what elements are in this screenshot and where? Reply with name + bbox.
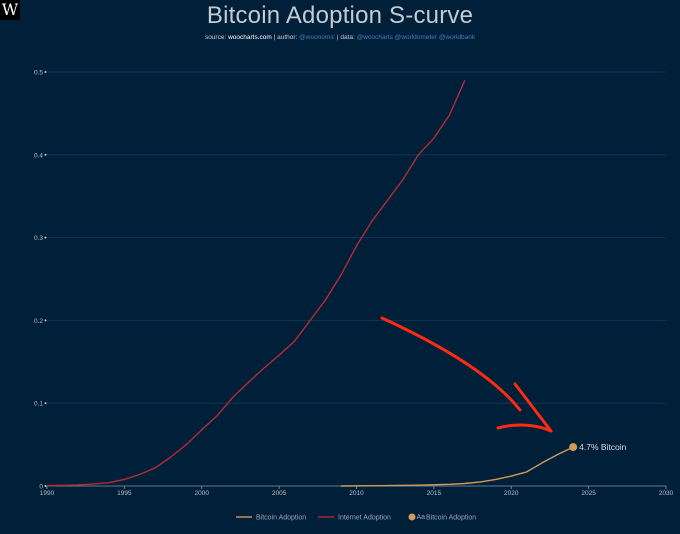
red-arrow-curve (496, 423, 553, 433)
legend-marker-text[interactable]: Aa (417, 514, 426, 521)
x-tick-label: 2030 (659, 490, 674, 497)
x-tick-label: 2015 (427, 490, 442, 497)
x-tick-label: 2025 (581, 490, 596, 497)
legend-label[interactable]: Bitcoin Adoption (256, 515, 306, 522)
y-tick-label: 0.4 (34, 152, 43, 159)
author-label: author: (277, 34, 298, 41)
y-tick-dot (44, 153, 47, 156)
y-tick-label: 0.2 (34, 318, 43, 325)
x-tick-label: 2005 (272, 490, 287, 497)
x-tick-label: 1990 (40, 490, 55, 497)
bitcoin-marker: 4.7% Bitcoin (569, 442, 627, 452)
x-tick-label: 2020 (504, 490, 519, 497)
chart-subtitle: source: woocharts.com | author: @woonomi… (0, 34, 680, 41)
legend-label[interactable]: Bitcoin Adoption (426, 515, 476, 522)
x-axis: 1990 1995 2000 2005 2010 2015 2020 2025 2030 (40, 485, 674, 497)
x-tick-label: 1995 (117, 490, 132, 497)
legend-label[interactable]: Internet Adoption (338, 515, 391, 522)
grid-lines (47, 71, 666, 404)
bitcoin-marker-label: 4.7% Bitcoin (579, 442, 627, 452)
y-tick-label: 0.3 (34, 235, 43, 242)
y-tick-dot (44, 485, 47, 487)
series-line (340, 446, 574, 487)
woocharts-logo: W (0, 0, 20, 20)
bitcoin-marker-dot (569, 443, 578, 452)
series-line (46, 80, 466, 487)
chart-title: Bitcoin Adoption S-curve (206, 2, 474, 29)
data-label: data: (340, 34, 355, 41)
y-tick-dot (44, 319, 47, 322)
y-tick-label: 0.5 (34, 70, 43, 77)
red-arrow-stroke (380, 316, 522, 412)
x-tick-label: 2010 (349, 490, 364, 497)
red-arrow-head (513, 382, 553, 433)
data-links[interactable]: @woocharts @worldometer @worldbank (356, 34, 476, 41)
source-link[interactable]: woocharts.com (228, 34, 272, 41)
y-tick-label: 0 (39, 484, 43, 491)
author-link[interactable]: @woonomic (299, 34, 336, 41)
separator: | (335, 34, 341, 41)
legend-marker[interactable] (408, 513, 416, 521)
arrow-annotation (380, 316, 553, 433)
y-axis-ticks: 0 0.1 0.2 0.3 0.4 0.5 (34, 70, 47, 491)
separator: | (271, 34, 278, 41)
legend[interactable]: Bitcoin Adoption Internet Adoption Aa Bitco… (236, 513, 476, 522)
y-tick-dot (44, 236, 47, 239)
source-label: source: (204, 34, 227, 41)
y-tick-label: 0.1 (34, 401, 43, 408)
x-tick-label: 2000 (195, 490, 210, 497)
y-tick-dot (44, 402, 47, 405)
series-lines (46, 80, 574, 487)
y-tick-dot (44, 71, 47, 73)
